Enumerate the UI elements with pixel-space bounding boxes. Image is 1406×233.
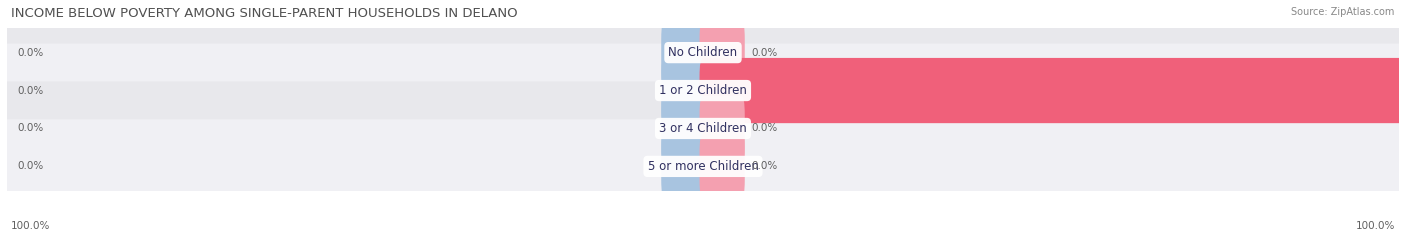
Text: 0.0%: 0.0% bbox=[17, 161, 44, 171]
Text: 3 or 4 Children: 3 or 4 Children bbox=[659, 122, 747, 135]
Text: 1 or 2 Children: 1 or 2 Children bbox=[659, 84, 747, 97]
FancyBboxPatch shape bbox=[0, 6, 1406, 100]
Text: 100.0%: 100.0% bbox=[11, 221, 51, 231]
FancyBboxPatch shape bbox=[661, 96, 706, 161]
FancyBboxPatch shape bbox=[700, 58, 1402, 123]
Text: INCOME BELOW POVERTY AMONG SINGLE-PARENT HOUSEHOLDS IN DELANO: INCOME BELOW POVERTY AMONG SINGLE-PARENT… bbox=[11, 7, 517, 20]
FancyBboxPatch shape bbox=[661, 134, 706, 199]
Text: Source: ZipAtlas.com: Source: ZipAtlas.com bbox=[1291, 7, 1395, 17]
Text: 0.0%: 0.0% bbox=[752, 161, 778, 171]
FancyBboxPatch shape bbox=[0, 119, 1406, 213]
Text: 0.0%: 0.0% bbox=[17, 86, 44, 96]
FancyBboxPatch shape bbox=[700, 134, 745, 199]
FancyBboxPatch shape bbox=[700, 20, 745, 85]
FancyBboxPatch shape bbox=[0, 44, 1406, 137]
Text: 100.0%: 100.0% bbox=[1355, 221, 1395, 231]
FancyBboxPatch shape bbox=[661, 20, 706, 85]
FancyBboxPatch shape bbox=[0, 82, 1406, 175]
Text: 0.0%: 0.0% bbox=[17, 123, 44, 134]
FancyBboxPatch shape bbox=[661, 58, 706, 123]
Text: 5 or more Children: 5 or more Children bbox=[648, 160, 758, 173]
Text: 0.0%: 0.0% bbox=[752, 123, 778, 134]
Text: 0.0%: 0.0% bbox=[752, 48, 778, 58]
Text: 0.0%: 0.0% bbox=[17, 48, 44, 58]
FancyBboxPatch shape bbox=[700, 96, 745, 161]
Text: No Children: No Children bbox=[668, 46, 738, 59]
